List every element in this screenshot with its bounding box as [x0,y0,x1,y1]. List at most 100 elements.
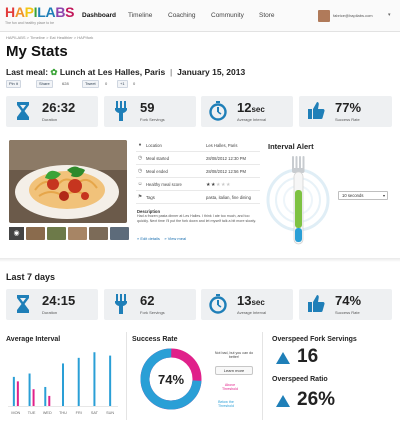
tweet-button[interactable]: Tweet [82,80,99,88]
detail-value: Les Halles, Paris [206,143,238,148]
overspeed-arrow-icon [276,352,290,364]
success-rate-note: Not bad, but you can do better! [214,351,254,359]
page-title: My Stats [6,43,68,60]
hourglass-icon [14,294,32,314]
stat-label: Average Interval [237,310,267,315]
column-divider [262,332,263,420]
interval-bar [16,381,19,406]
stat-label: Success Rate [335,117,360,122]
day-label: MON [11,411,20,415]
detail-row: ● Location Les Halles, Paris [136,139,260,152]
detail-row: ◷ Meal started 28/08/2012 12:30 PM [136,152,260,165]
logo-tagline: The fun and healthy place to be [5,21,55,25]
meal-photo[interactable] [9,140,127,223]
stat-value: 62 [140,293,155,308]
interval-bar [109,355,112,406]
camera-icon[interactable]: ◉ [9,227,24,240]
nav-coaching[interactable]: Coaching [168,12,196,19]
star-icon: ★ [210,182,216,188]
description-title: Description [137,209,161,214]
day-label: FRI [76,411,82,415]
tweet-count: 0 [105,81,108,86]
chevron-down-icon[interactable]: ▾ [388,12,391,18]
share-count: 628 [62,81,69,86]
location-icon: ● [138,142,142,148]
above-threshold-label: Above Threshold [222,383,238,392]
stat-card-average-interval: 13sec Average Interval [201,289,293,320]
stat-card-fork-servings: 59 Fork Servings [104,96,196,127]
avatar[interactable] [318,10,330,22]
photo-thumbnail[interactable] [68,227,87,240]
stat-value: 12sec [237,100,265,115]
stat-label: Average Interval [237,117,267,122]
clock-icon: ◷ [137,155,143,161]
day-label: SUN [106,411,114,415]
stat-card-duration: 26:32 Duration [6,96,98,127]
interval-select[interactable]: 10 seconds ▾ [338,191,388,200]
edit-details-link[interactable]: » Edit details [137,236,160,241]
breadcrumb[interactable]: HAPILABS > Timeline > Eat Healthier > HA… [6,35,94,40]
logo-letter: S [65,4,75,20]
star-icon: ★ [215,182,221,188]
nav-store[interactable]: Store [259,12,275,19]
photo-thumbnail[interactable] [47,227,66,240]
thumbs-up-icon [307,294,325,314]
overspeed-ratio-title: Overspeed Ratio [272,376,328,383]
overspeed-ratio-value: 26% [297,389,336,410]
interval-bar [12,376,15,406]
photo-thumbnail[interactable] [89,227,108,240]
photo-thumbnail[interactable] [26,227,45,240]
leaf-icon: ✿ [50,67,58,77]
detail-row: ◷ Meal ended 28/08/2012 12:56 PM [136,165,260,178]
stat-label: Fork Servings [140,310,165,315]
logo-letter: L [37,4,46,20]
view-meal-link[interactable]: » View meal [164,236,187,241]
nav-timeline[interactable]: Timeline [128,12,153,19]
description-text: Had a frozen pasta dinner at Les Halles.… [137,214,256,223]
nav-community[interactable]: Community [211,12,244,19]
user-email[interactable]: fabrice@hapilabs.com [333,13,373,18]
fork-icon [112,101,130,121]
stat-label: Fork Servings [140,117,165,122]
meal-details-table: ● Location Les Halles, Paris ◷ Meal started 2… [136,139,260,204]
stat-card-success-rate: 77% Success Rate [299,96,392,127]
success-rate-value: 74% [158,372,184,387]
tag-icon: ⚑ [137,194,143,200]
hapifork-illustration [258,150,338,250]
stat-card-fork-servings: 62 Fork Servings [104,289,196,320]
logo-letter: H [5,4,15,20]
plus-one-button[interactable]: +1 [117,80,128,88]
detail-value: 28/08/2012 12:30 PM [206,156,247,161]
thumbs-up-icon [307,101,325,121]
clock-icon: ◷ [137,168,143,174]
overspeed-servings-title: Overspeed Fork Servings [272,336,357,343]
stat-value: 13sec [237,293,265,308]
interval-bar [93,352,96,406]
stat-label: Success Rate [335,310,360,315]
star-icon: ★ [220,182,226,188]
last-meal-date: January 15, 2013 [177,67,246,77]
day-label: SAT [91,411,99,415]
logo-letter: B [55,4,66,20]
stat-label: Duration [42,310,58,315]
day-label: THU [59,411,67,415]
learn-more-button[interactable]: Learn more [215,366,253,375]
last-meal-place: Lunch at Les Halles, Paris [59,67,166,77]
detail-row: ☺ Healthy meal score ★★★★★ [136,178,260,191]
stat-card-duration: 24:15 Duration [6,289,98,320]
photo-thumbnail[interactable] [110,227,129,240]
logo-letter: P [24,4,34,20]
stopwatch-icon [209,294,227,314]
last-meal-prefix: Last meal: [6,67,49,77]
interval-alert-title: Interval Alert [268,142,314,151]
star-icon: ★ [225,182,231,188]
pin-it-button[interactable]: Pin it [6,80,21,88]
share-button[interactable]: Share [36,80,53,88]
stat-card-average-interval: 12sec Average Interval [201,96,293,127]
success-rate-title: Success Rate [132,336,178,343]
stat-label: Duration [42,117,58,122]
plus-one-count: 0 [133,81,136,86]
nav-dashboard[interactable]: Dashboard [82,12,116,19]
average-interval-chart: MON TUE WED THU FRI SAT SUN [8,352,118,415]
